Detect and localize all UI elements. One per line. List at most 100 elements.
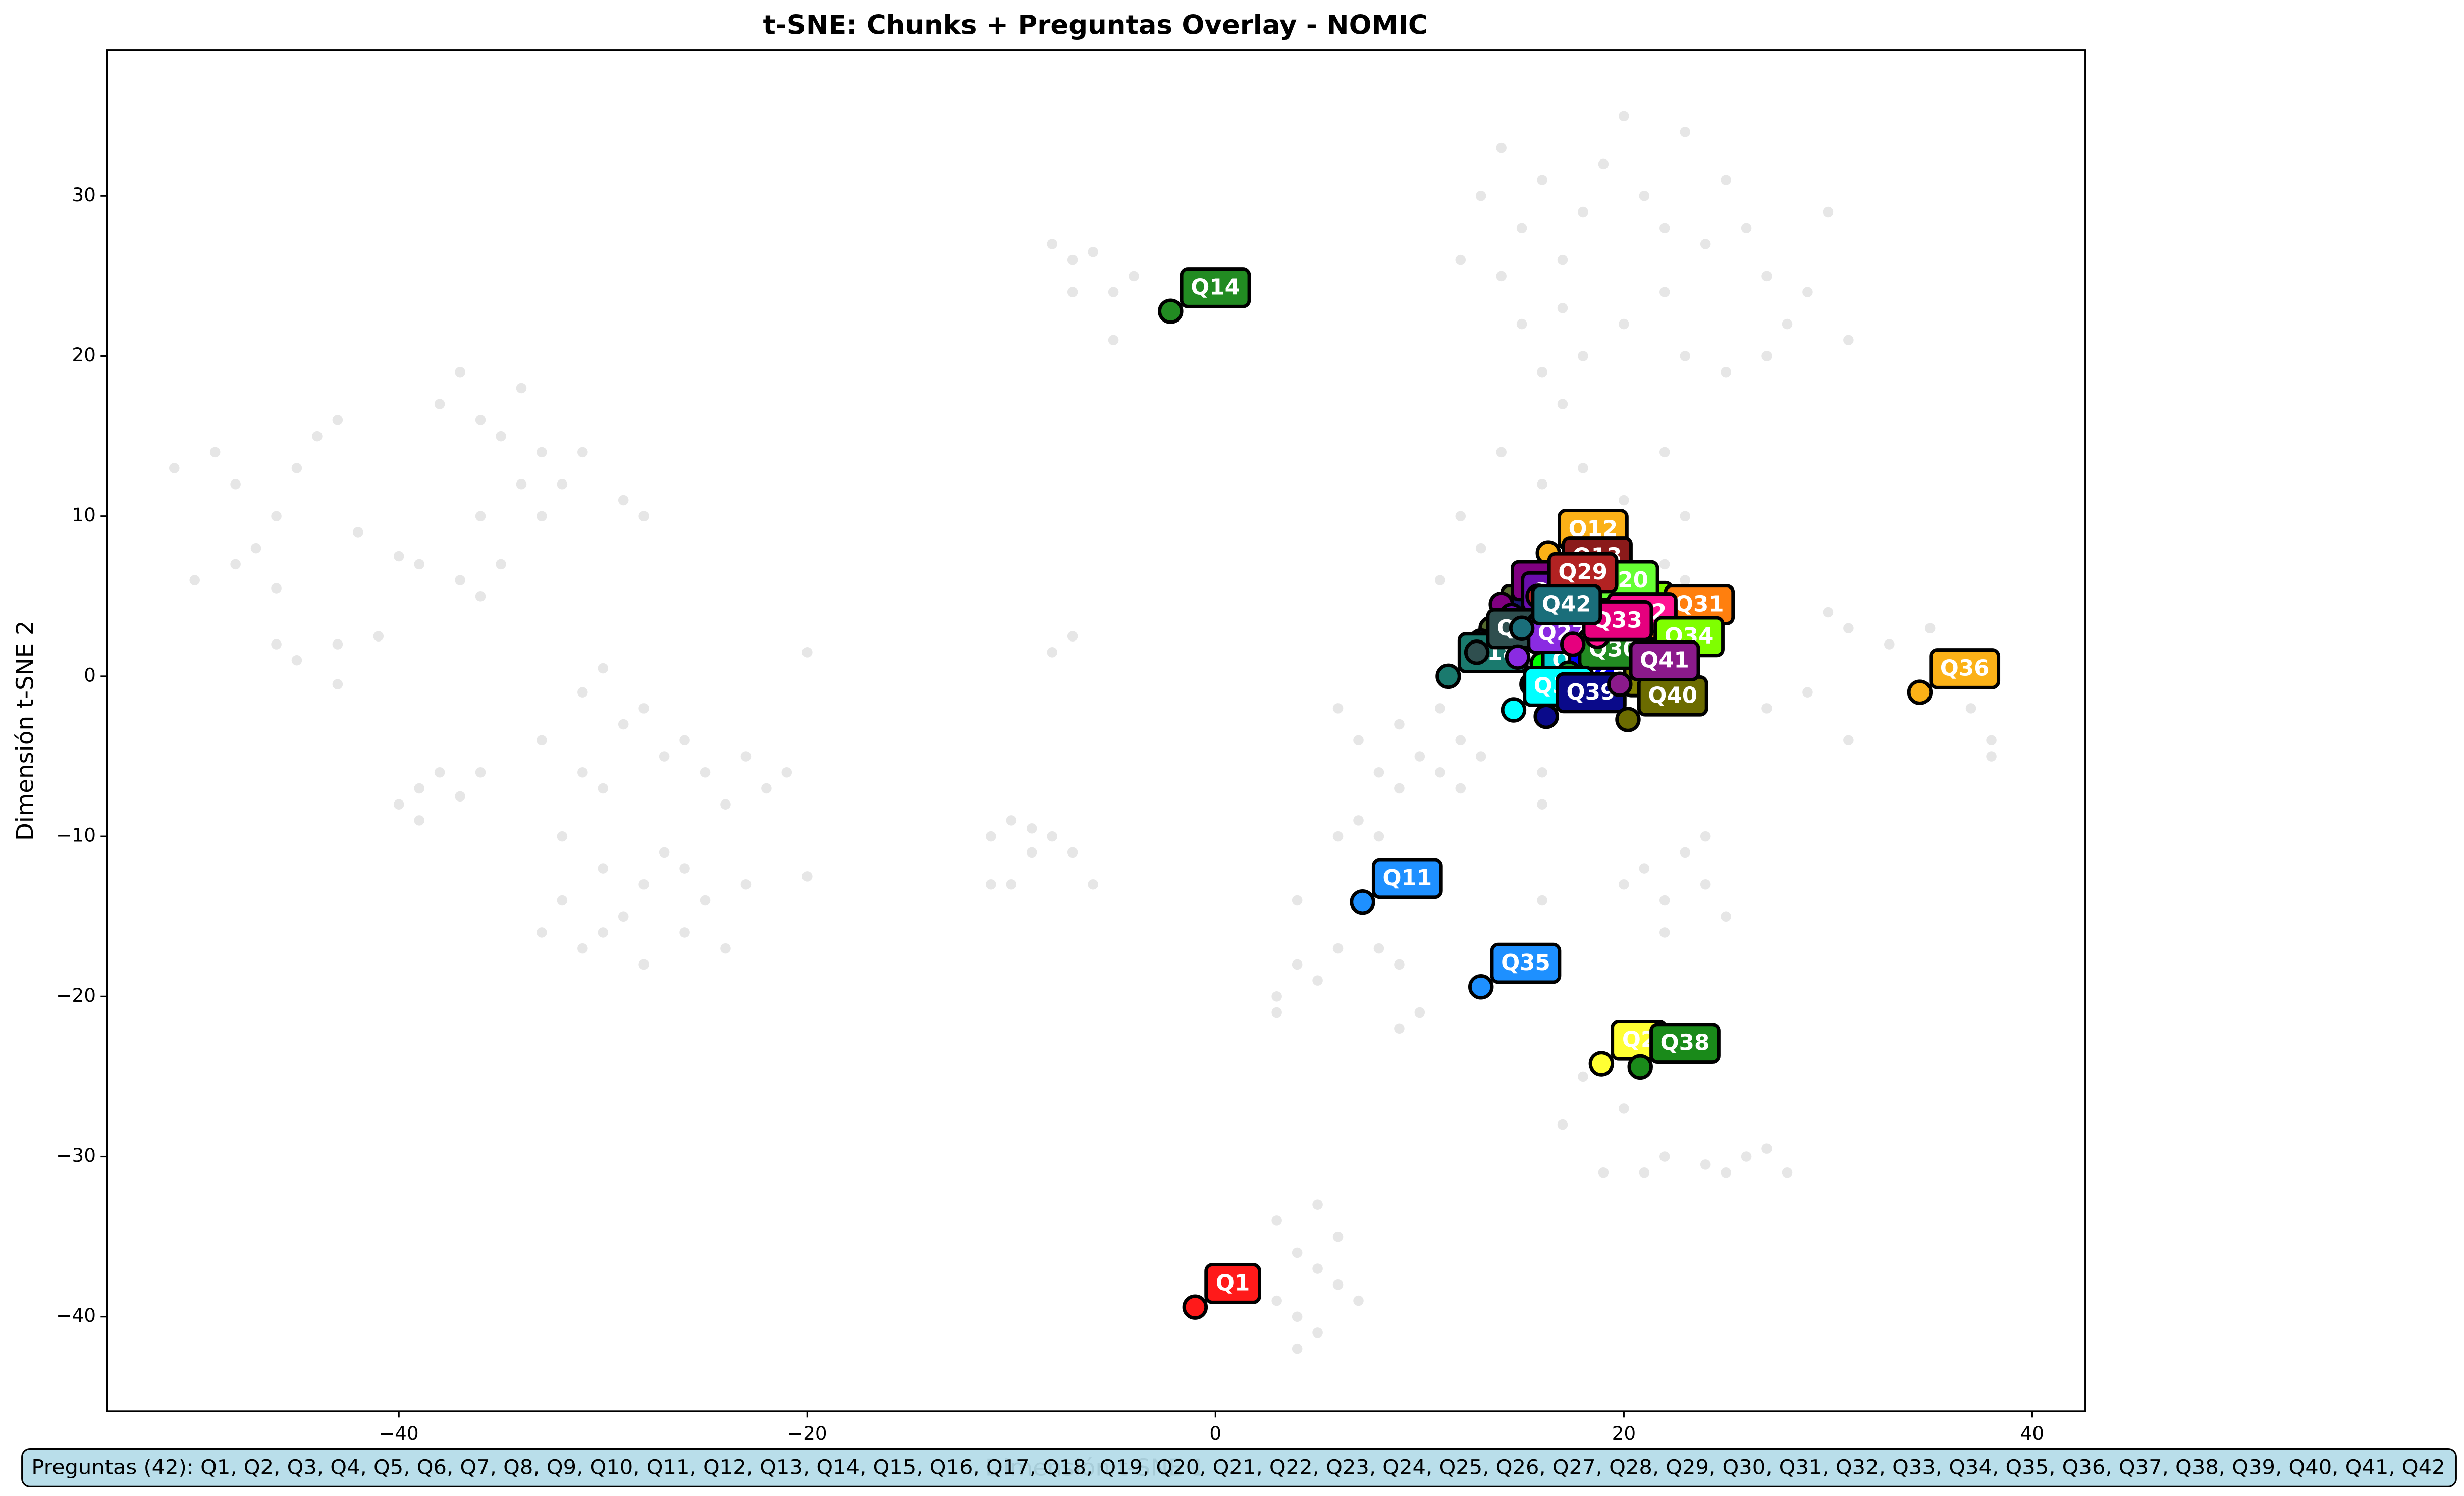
chunk-point — [618, 911, 629, 922]
chunk-point — [1353, 735, 1364, 746]
chunk-point — [1455, 511, 1466, 521]
chunk-point — [1761, 1143, 1772, 1154]
chunk-point — [1721, 366, 1731, 378]
chunk-point — [740, 879, 752, 890]
chunk-point — [475, 767, 486, 778]
chunk-point — [1435, 767, 1445, 778]
chunk-point — [638, 959, 649, 970]
chunk-point — [1537, 175, 1547, 185]
chunk-point — [1373, 767, 1384, 778]
chunk-point — [1782, 318, 1793, 330]
chunk-point — [1659, 927, 1670, 938]
question-point — [1627, 1054, 1653, 1080]
chunk-point — [414, 559, 424, 570]
chunk-point — [1823, 607, 1834, 618]
chunk-point — [1680, 847, 1691, 858]
chunk-point — [1373, 831, 1384, 842]
question-point — [1464, 639, 1490, 665]
chunk-point — [1557, 1119, 1568, 1130]
chunk-point — [1823, 206, 1834, 218]
chunk-point — [414, 783, 424, 794]
chunk-point — [1557, 254, 1568, 265]
chunk-point — [1067, 254, 1078, 265]
chunk-point — [332, 415, 343, 425]
chunk-point — [455, 366, 465, 378]
chunk-point — [618, 719, 629, 730]
y-tick-label: −10 — [56, 824, 96, 846]
chunk-point — [659, 847, 670, 858]
chunk-point — [1557, 303, 1568, 313]
chunk-point — [1394, 719, 1405, 730]
chunk-point — [598, 783, 609, 794]
chunk-point — [1700, 831, 1711, 842]
chunk-point — [1332, 1279, 1344, 1290]
chunk-point — [537, 511, 547, 521]
chunk-point — [1802, 287, 1813, 297]
chunk-point — [1741, 223, 1752, 234]
chunk-point — [1741, 1151, 1752, 1162]
chunk-point — [1659, 895, 1670, 906]
chunk-point — [986, 879, 996, 890]
chunk-point — [1516, 318, 1527, 330]
y-tick-label: 20 — [72, 344, 96, 366]
chunk-point — [557, 895, 568, 906]
chunk-point — [802, 871, 813, 882]
chunk-point — [332, 639, 343, 650]
chunk-point — [1619, 111, 1629, 121]
chunk-point — [1537, 366, 1547, 378]
chunk-point — [1843, 623, 1854, 634]
chunk-point — [679, 735, 690, 746]
chunk-point — [393, 551, 404, 562]
chunk-point — [1271, 991, 1282, 1002]
chunk-point — [271, 583, 282, 594]
chunk-point — [1578, 351, 1588, 361]
chunk-point — [1271, 1007, 1282, 1018]
chunk-point — [1639, 191, 1650, 201]
question-label-box — [1180, 267, 1251, 308]
question-label: Q1 — [1216, 1271, 1250, 1296]
chunk-point — [1332, 1231, 1344, 1242]
chunk-point — [1312, 1327, 1323, 1338]
chunk-point — [1578, 206, 1588, 218]
x-tick-label: 40 — [2020, 1422, 2045, 1445]
chunk-point — [1108, 287, 1119, 297]
chunk-point — [516, 478, 527, 490]
chunk-point — [598, 863, 609, 874]
chunk-point — [1414, 751, 1425, 762]
chunk-point — [537, 447, 547, 458]
y-tick-label: −40 — [56, 1304, 96, 1326]
question-label: Q41 — [1640, 648, 1689, 673]
chunk-point — [1578, 1071, 1588, 1082]
chunk-point — [189, 575, 200, 585]
chunk-point — [1639, 1167, 1650, 1178]
question-label: Q11 — [1382, 866, 1432, 891]
question-label-box — [1629, 640, 1700, 681]
chunk-point — [598, 927, 609, 938]
chunk-point — [577, 943, 588, 954]
chunk-point — [1475, 191, 1486, 201]
chunk-point — [598, 663, 609, 674]
chunk-point — [230, 559, 241, 570]
chunk-point — [1782, 1167, 1793, 1178]
chunk-point — [1475, 543, 1486, 554]
chunk-point — [1721, 911, 1731, 922]
x-tick-label: 0 — [1209, 1422, 1221, 1445]
question-label-box — [1531, 584, 1602, 625]
chunk-point — [1721, 1167, 1731, 1178]
chunk-point — [496, 431, 506, 442]
chunk-point — [1516, 223, 1527, 234]
chunk-point — [1659, 447, 1670, 458]
chunk-point — [1067, 631, 1078, 642]
question-label-box — [1204, 1263, 1261, 1304]
chunk-point — [1006, 879, 1017, 890]
footer-text: Preguntas (42): Q1, Q2, Q3, Q4, Q5, Q6, … — [31, 1455, 2445, 1479]
question-label: Q31 — [1675, 592, 1724, 617]
question-label-box — [1649, 1023, 1721, 1064]
chunk-point — [1353, 815, 1364, 826]
chunk-point — [1659, 287, 1670, 297]
x-tick-label: 20 — [1612, 1422, 1636, 1445]
chunk-point — [1088, 247, 1098, 257]
question-point — [1468, 974, 1494, 1000]
x-tick-label: −40 — [379, 1422, 419, 1445]
